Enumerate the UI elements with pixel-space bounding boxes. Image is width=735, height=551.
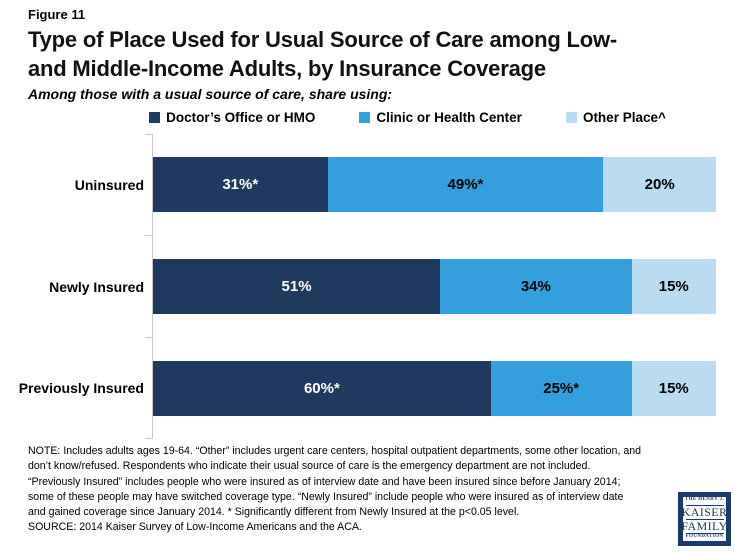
bar-segment: 49%* <box>327 157 604 213</box>
bar-segment: 51% <box>153 259 441 315</box>
chart-subtitle: Among those with a usual source of care,… <box>28 86 393 103</box>
y-axis-line <box>152 134 153 440</box>
footer-source: SOURCE: 2014 Kaiser Survey of Low-Income… <box>28 521 362 534</box>
legend-swatch-icon <box>565 112 577 124</box>
logo-text-henry: THE HENRY J. <box>684 497 725 502</box>
footer-note: NOTE: Includes adults ages 19-64. “Other… <box>28 445 642 519</box>
chart-title: Type of Place Used for Usual Source of C… <box>28 27 618 82</box>
chart-row: Newly Insured 51% 34% 15% <box>0 236 735 338</box>
kff-logo-inner: THE HENRY J. KAISER FAMILY FOUNDATION <box>681 497 728 541</box>
category-label: Newly Insured <box>49 278 144 295</box>
axis-tick <box>145 235 152 237</box>
stacked-bar: 51% 34% 15% <box>153 259 716 315</box>
bar-segment: 31%* <box>153 157 328 213</box>
legend-label: Other Place^ <box>582 110 666 126</box>
category-label: Uninsured <box>74 176 144 193</box>
bar-segment: 25%* <box>490 360 632 416</box>
footer: NOTE: Includes adults ages 19-64. “Other… <box>0 439 700 536</box>
stacked-bar: 60%* 25%* 15% <box>153 360 716 416</box>
legend-label: Clinic or Health Center <box>376 110 522 126</box>
stacked-bar: 31%* 49%* 20% <box>153 157 716 213</box>
legend-label: Doctor’s Office or HMO <box>166 110 316 126</box>
legend-item: Doctor’s Office or HMO <box>149 110 315 125</box>
bar-segment: 15% <box>631 360 716 416</box>
axis-tick <box>145 134 152 136</box>
logo-text-family: FAMILY <box>681 519 728 534</box>
bar-segment: 60%* <box>153 360 491 416</box>
kff-logo: THE HENRY J. KAISER FAMILY FOUNDATION <box>678 492 731 546</box>
legend-swatch-icon <box>359 112 371 124</box>
logo-text-kaiser: KAISER <box>681 504 728 519</box>
bar-segment: 15% <box>631 259 716 315</box>
chart-row: Previously Insured 60%* 25%* 15% <box>0 337 735 439</box>
legend: Doctor’s Office or HMO Clinic or Health C… <box>0 110 735 125</box>
figure-label: Figure 11 <box>28 7 86 22</box>
header: Figure 11 Type of Place Used for Usual S… <box>0 0 735 102</box>
bar-segment: 20% <box>603 157 716 213</box>
axis-tick <box>145 337 152 339</box>
bar-segment: 34% <box>440 259 632 315</box>
chart-rows: Uninsured 31%* 49%* 20% Newly Insured 51% 34% 1… <box>0 134 735 439</box>
category-label: Previously Insured <box>18 380 144 397</box>
legend-swatch-icon <box>149 112 161 124</box>
chart-plot: Uninsured 31%* 49%* 20% Newly Insured 51% 34% 1… <box>0 134 735 440</box>
legend-item: Other Place^ <box>565 110 666 126</box>
logo-text-foundation: FOUNDATION <box>685 534 724 540</box>
legend-item: Clinic or Health Center <box>359 110 522 125</box>
axis-tick <box>145 438 152 440</box>
chart-row: Uninsured 31%* 49%* 20% <box>0 134 735 236</box>
